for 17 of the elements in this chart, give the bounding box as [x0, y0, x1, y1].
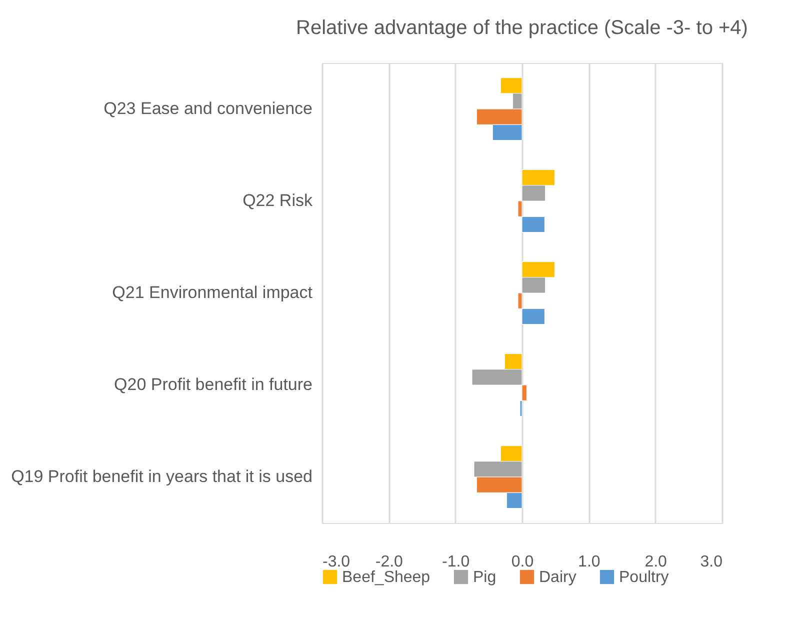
y-tick-label: Q20 Profit benefit in future	[114, 375, 312, 394]
y-tick-label: Q22 Risk	[242, 191, 313, 210]
x-tick-label: -3.0	[322, 554, 350, 570]
legend-label: Dairy	[539, 569, 576, 586]
legend-label: Pig	[473, 569, 496, 586]
x-tick-label: 1.0	[578, 554, 600, 570]
legend-label: Poultry	[619, 569, 669, 586]
legend-label: Beef_Sheep	[342, 569, 430, 586]
x-tick-label: 0.0	[511, 554, 534, 570]
y-tick-label: Q23 Ease and convenience	[104, 99, 312, 118]
chart-title: Relative advantage of the practice (Scale -3- to +4)	[296, 17, 748, 39]
y-tick-label: Q19 Profit benefit in years that it is used	[11, 467, 312, 486]
x-tick-label: 3.0	[700, 554, 723, 570]
x-tick-label: -1.0	[442, 554, 470, 570]
y-tick-label: Q21 Environmental impact	[112, 283, 313, 302]
x-tick-label: 2.0	[644, 554, 668, 570]
x-tick-label: -2.0	[375, 554, 404, 570]
